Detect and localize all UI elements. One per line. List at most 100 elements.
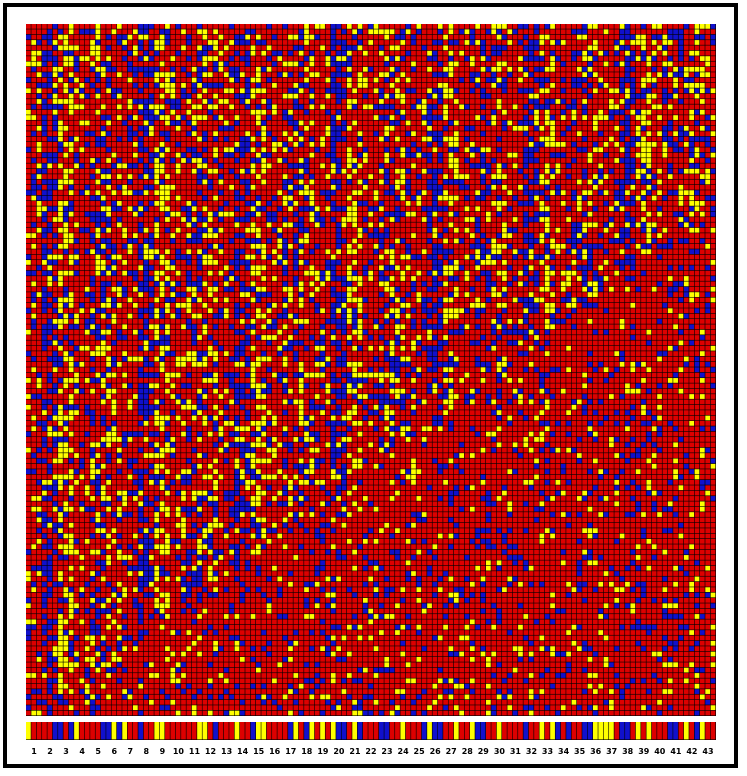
subcell <box>603 163 609 169</box>
subcell <box>683 136 689 142</box>
subcell <box>31 195 37 201</box>
subcell <box>432 195 438 201</box>
subcell <box>518 24 523 29</box>
subcell <box>202 50 208 56</box>
subcell <box>395 142 400 147</box>
subcell <box>673 83 678 88</box>
subcell <box>512 120 518 126</box>
subcell <box>667 93 673 99</box>
subcell <box>138 195 144 201</box>
subcell <box>218 158 224 163</box>
subcell <box>555 104 561 110</box>
subcell <box>95 190 101 196</box>
subcell <box>619 88 625 94</box>
subcell <box>427 88 432 94</box>
subcell <box>705 179 711 185</box>
subcell <box>544 72 550 78</box>
subcell <box>127 174 133 179</box>
subcell <box>352 99 358 104</box>
subcell <box>705 158 711 163</box>
subcell <box>116 131 122 137</box>
subcell <box>234 190 240 196</box>
subcell <box>453 50 459 56</box>
subcell <box>539 93 545 99</box>
subcell <box>138 29 144 35</box>
subcell <box>218 131 224 137</box>
subcell <box>523 163 529 169</box>
subcell <box>314 56 320 61</box>
subcell <box>127 131 133 137</box>
subcell <box>453 152 459 158</box>
subcell <box>272 152 277 158</box>
subcell <box>223 131 229 137</box>
subcell <box>534 147 539 153</box>
subcell <box>149 206 154 212</box>
matrix-cell-1-16 <box>266 24 283 40</box>
subcell <box>421 61 427 67</box>
subcell <box>619 142 625 147</box>
subcell <box>202 29 208 35</box>
subcell <box>213 88 218 94</box>
subcell <box>523 72 529 78</box>
subcell <box>630 50 636 56</box>
subcell <box>507 147 513 153</box>
subcell <box>368 29 374 35</box>
subcell <box>74 158 79 163</box>
matrix-cell-3-42 <box>683 56 700 72</box>
subcell <box>432 168 438 174</box>
subcell <box>309 136 315 142</box>
subcell <box>106 56 111 61</box>
subcell <box>272 136 277 142</box>
subcell <box>625 147 630 153</box>
subcell <box>480 88 486 94</box>
subcell <box>111 201 117 206</box>
subcell <box>464 66 470 72</box>
subcell <box>448 152 454 158</box>
subcell <box>234 184 240 190</box>
subcell <box>330 174 336 179</box>
subcell <box>405 142 411 147</box>
subcell <box>207 211 213 217</box>
subcell <box>58 174 63 179</box>
subcell <box>207 190 213 196</box>
subcell <box>464 50 470 56</box>
subcell <box>26 147 31 153</box>
subcell <box>154 179 160 185</box>
subcell <box>272 109 277 115</box>
subcell <box>26 136 31 142</box>
subcell <box>122 142 128 147</box>
matrix-cell-9-32 <box>523 152 539 169</box>
subcell <box>181 195 186 201</box>
subcell <box>352 136 358 142</box>
subcell <box>239 158 245 163</box>
subcell <box>272 206 277 212</box>
subcell <box>427 56 432 61</box>
subcell <box>298 109 304 115</box>
subcell <box>368 131 374 137</box>
subcell <box>218 120 224 126</box>
subcell <box>298 131 304 137</box>
subcell <box>245 56 251 61</box>
subcell <box>52 115 58 120</box>
subcell <box>191 125 197 131</box>
subcell <box>288 61 293 67</box>
subcell <box>469 142 475 147</box>
subcell <box>357 131 363 137</box>
subcell <box>699 184 705 190</box>
subcell <box>576 34 582 40</box>
subcell <box>437 201 443 206</box>
subcell <box>84 88 90 94</box>
subcell <box>528 158 534 163</box>
subcell <box>207 77 213 83</box>
subcell <box>582 125 588 131</box>
subcell <box>261 72 267 78</box>
subcell <box>127 147 133 153</box>
subcell <box>571 190 577 196</box>
subcell <box>282 179 288 185</box>
subcell <box>550 88 555 94</box>
subcell <box>191 184 197 190</box>
matrix-cell-9-12 <box>202 152 218 169</box>
subcell <box>218 211 224 217</box>
subcell <box>213 72 218 78</box>
subcell <box>234 40 240 45</box>
